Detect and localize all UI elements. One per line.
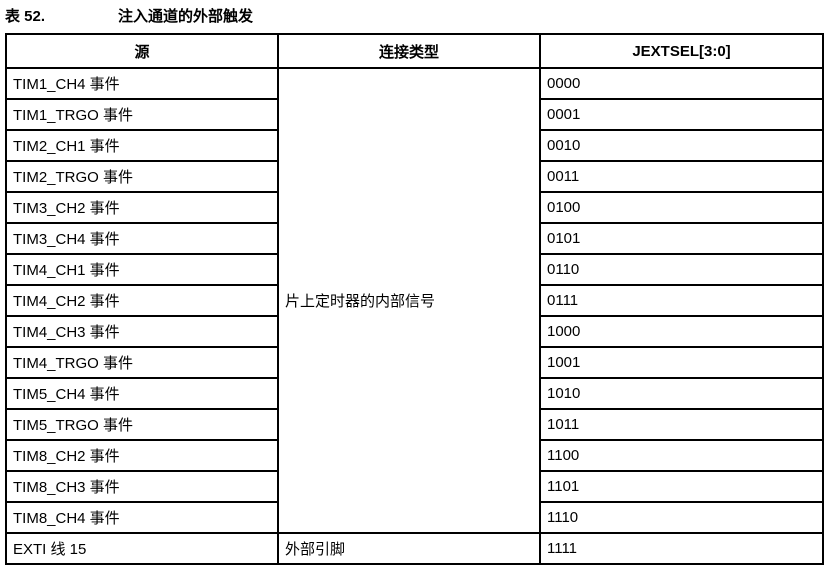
jextsel-cell: 1100 — [539, 439, 824, 472]
table-caption: 注入通道的外部触发 — [118, 8, 254, 25]
source-cell: TIM1_CH4 事件 — [5, 67, 279, 100]
connection-cell-merged: 片上定时器的内部信号 — [277, 67, 541, 534]
table-row: TIM1_CH4 事件 片上定时器的内部信号 0000 — [5, 67, 824, 534]
source-cell: TIM5_TRGO 事件 — [5, 408, 279, 441]
jextsel-cell: 1110 — [539, 501, 824, 534]
source-cell: TIM8_CH3 事件 — [5, 470, 279, 503]
table-row: TIM2_CH1 事件 0010 — [5, 129, 824, 162]
table-row: TIM4_CH2 事件 0111 — [5, 284, 824, 317]
table-row: TIM2_TRGO 事件 0011 — [5, 160, 824, 193]
table-row: TIM5_CH4 事件 1010 — [5, 377, 824, 410]
jextsel-cell: 0010 — [539, 129, 824, 162]
table-row: TIM4_CH3 事件 1000 — [5, 315, 824, 348]
table-row: TIM5_TRGO 事件 1011 — [5, 408, 824, 441]
table-row: TIM4_CH1 事件 0110 — [5, 253, 824, 286]
jextsel-cell: 0100 — [539, 191, 824, 224]
table-row: TIM3_CH4 事件 0101 — [5, 222, 824, 255]
jextsel-cell: 1011 — [539, 408, 824, 441]
jextsel-cell: 0000 — [539, 67, 824, 100]
jextsel-cell: 1010 — [539, 377, 824, 410]
header-connection-type: 连接类型 — [277, 33, 541, 69]
source-cell: TIM4_CH1 事件 — [5, 253, 279, 286]
source-cell: TIM8_CH2 事件 — [5, 439, 279, 472]
header-source: 源 — [5, 33, 279, 69]
connection-cell: 外部引脚 — [277, 532, 541, 565]
jextsel-cell: 1001 — [539, 346, 824, 379]
source-cell: TIM4_CH2 事件 — [5, 284, 279, 317]
source-cell: TIM2_CH1 事件 — [5, 129, 279, 162]
table-number: 表 52. — [5, 8, 46, 25]
jextsel-cell: 0110 — [539, 253, 824, 286]
header-jextsel: JEXTSEL[3:0] — [539, 33, 824, 69]
table-row: TIM1_TRGO 事件 0001 — [5, 98, 824, 131]
jextsel-cell: 1101 — [539, 470, 824, 503]
jextsel-cell: 0001 — [539, 98, 824, 131]
table-row: TIM8_CH4 事件 1110 — [5, 501, 824, 534]
table-row: TIM4_TRGO 事件 1001 — [5, 346, 824, 379]
table-row: TIM3_CH2 事件 0100 — [5, 191, 824, 224]
table-row: TIM8_CH2 事件 1100 — [5, 439, 824, 472]
source-cell: TIM3_CH2 事件 — [5, 191, 279, 224]
jextsel-cell: 0111 — [539, 284, 824, 317]
source-cell: TIM3_CH4 事件 — [5, 222, 279, 255]
jextsel-cell: 0011 — [539, 160, 824, 193]
source-cell: TIM2_TRGO 事件 — [5, 160, 279, 193]
source-cell: TIM5_CH4 事件 — [5, 377, 279, 410]
source-cell: TIM1_TRGO 事件 — [5, 98, 279, 131]
source-cell: EXTI 线 15 — [5, 532, 279, 565]
source-cell: TIM4_CH3 事件 — [5, 315, 279, 348]
jextsel-cell: 1000 — [539, 315, 824, 348]
header-row: 源 连接类型 JEXTSEL[3:0] — [5, 33, 824, 69]
source-cell: TIM4_TRGO 事件 — [5, 346, 279, 379]
jextsel-cell: 1111 — [539, 532, 824, 565]
table-row: EXTI 线 15 外部引脚 1111 — [5, 532, 824, 565]
jextsel-cell: 0101 — [539, 222, 824, 255]
source-cell: TIM8_CH4 事件 — [5, 501, 279, 534]
table-title: 表 52. 注入通道的外部触发 — [5, 5, 253, 26]
table-row: TIM8_CH3 事件 1101 — [5, 470, 824, 503]
external-trigger-table: 源 连接类型 JEXTSEL[3:0] TIM1_CH4 事件 片上定时器的内部… — [5, 33, 824, 565]
